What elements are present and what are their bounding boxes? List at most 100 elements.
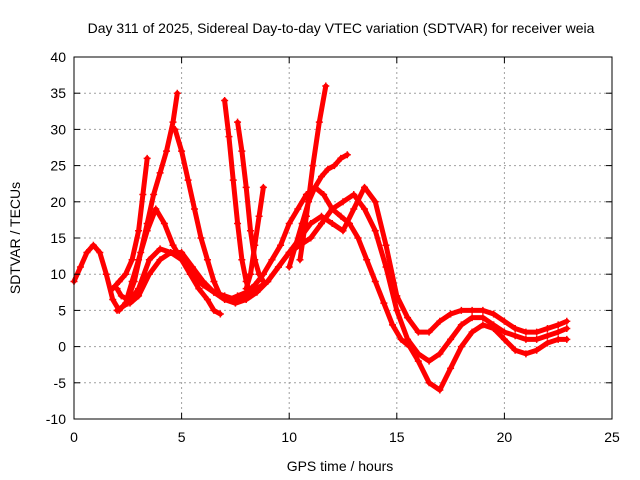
data-point xyxy=(371,277,379,285)
y-axis-title: SDTVAR / TECUs xyxy=(7,182,23,294)
x-tick-label: 15 xyxy=(389,429,405,445)
y-tick-label: 20 xyxy=(50,194,66,210)
data-point xyxy=(563,335,571,343)
data-point xyxy=(210,277,218,285)
data-point xyxy=(231,299,239,307)
data-point xyxy=(554,328,562,336)
data-point xyxy=(468,306,476,314)
data-point xyxy=(500,335,508,343)
data-point xyxy=(404,314,412,322)
grid xyxy=(74,57,612,419)
data-point xyxy=(457,306,465,314)
data-point xyxy=(221,96,229,104)
data-point xyxy=(216,310,224,318)
data-point xyxy=(305,198,313,206)
data-point xyxy=(350,191,358,199)
data-point xyxy=(292,241,300,249)
series-markers-5 xyxy=(113,191,571,365)
data-point xyxy=(522,328,530,336)
data-point xyxy=(543,339,551,347)
y-tick-label: 10 xyxy=(50,266,66,282)
data-point xyxy=(371,227,379,235)
data-point xyxy=(122,270,130,278)
data-point xyxy=(143,154,151,162)
data-point xyxy=(259,277,267,285)
data-point xyxy=(130,277,138,285)
data-point xyxy=(522,350,530,358)
chart-title: Day 311 of 2025, Sidereal Day-to-day VTE… xyxy=(88,20,595,36)
data-point xyxy=(238,256,246,264)
data-point xyxy=(490,310,498,318)
data-point xyxy=(135,292,143,300)
data-point xyxy=(337,154,345,162)
data-point xyxy=(169,118,177,126)
data-point xyxy=(163,147,171,155)
data-point xyxy=(89,241,97,249)
data-point xyxy=(253,288,261,296)
data-point xyxy=(171,125,179,133)
data-point xyxy=(468,328,476,336)
data-point xyxy=(361,183,369,191)
data-point xyxy=(251,241,259,249)
data-point xyxy=(425,379,433,387)
y-tick-label: 25 xyxy=(50,158,66,174)
data-point xyxy=(156,169,164,177)
series-markers-3 xyxy=(109,154,151,293)
data-point xyxy=(221,296,229,304)
data-point xyxy=(468,314,476,322)
data-point xyxy=(242,285,250,293)
series-markers-6 xyxy=(126,183,571,336)
data-point xyxy=(255,212,263,220)
data-point xyxy=(479,321,487,329)
data-point xyxy=(317,212,325,220)
y-tick-label: 15 xyxy=(50,230,66,246)
data-point xyxy=(156,245,164,253)
data-point xyxy=(490,321,498,329)
data-point xyxy=(317,172,325,180)
data-point xyxy=(128,256,136,264)
series-line-3 xyxy=(110,155,150,292)
data-point xyxy=(361,205,369,213)
data-point xyxy=(393,292,401,300)
data-point xyxy=(328,220,336,228)
data-point xyxy=(337,212,345,220)
data-point xyxy=(382,241,390,249)
data-point xyxy=(554,335,562,343)
data-point xyxy=(533,328,541,336)
x-tick-label: 0 xyxy=(70,429,78,445)
data-point xyxy=(145,256,153,264)
data-point xyxy=(404,335,412,343)
data-point xyxy=(277,241,285,249)
data-point xyxy=(511,332,519,340)
series-line-6 xyxy=(127,184,570,335)
data-point xyxy=(117,292,125,300)
series-markers-11 xyxy=(285,151,351,271)
data-point xyxy=(152,205,160,213)
data-point xyxy=(143,220,151,228)
data-point xyxy=(242,296,250,304)
data-point xyxy=(238,147,246,155)
data-point xyxy=(307,220,315,228)
data-point xyxy=(285,263,293,271)
data-point xyxy=(225,133,233,141)
series-markers-2 xyxy=(113,89,181,304)
data-point xyxy=(500,317,508,325)
x-tick-label: 10 xyxy=(281,429,297,445)
data-point xyxy=(311,183,319,191)
data-point xyxy=(317,220,325,228)
data-point xyxy=(229,176,237,184)
data-point xyxy=(234,118,242,126)
y-tick-label: 0 xyxy=(58,339,66,355)
data-point xyxy=(285,220,293,228)
y-tick-label: -10 xyxy=(46,411,66,427)
data-point xyxy=(436,350,444,358)
data-point xyxy=(197,234,205,242)
data-point xyxy=(169,241,177,249)
data-point xyxy=(109,285,117,293)
data-point xyxy=(343,151,351,159)
data-point xyxy=(298,220,306,228)
data-point xyxy=(414,328,422,336)
data-point xyxy=(126,299,134,307)
data-point xyxy=(328,205,336,213)
